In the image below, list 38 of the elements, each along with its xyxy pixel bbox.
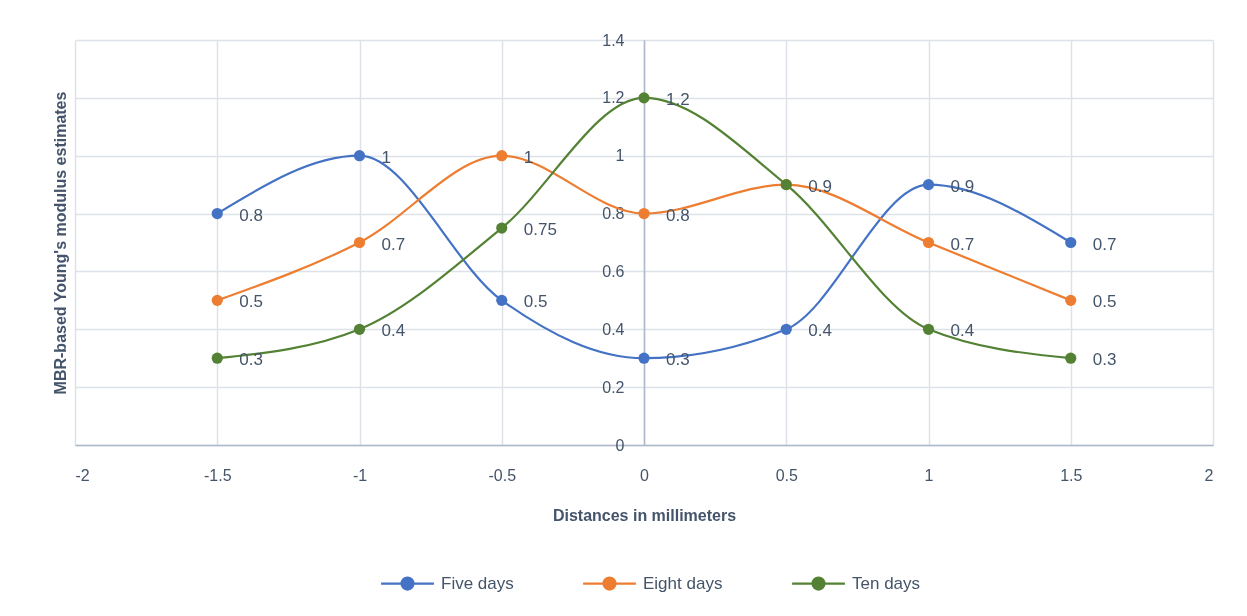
y-tick-label: 0.2 — [602, 378, 625, 396]
x-tick-label: 1 — [924, 466, 934, 484]
data-label: 0.5 — [523, 292, 548, 312]
y-tick-label: 0.6 — [602, 262, 625, 280]
data-label: 0.5 — [1092, 292, 1117, 312]
data-label: 0.3 — [1092, 350, 1117, 370]
legend-label: Five days — [441, 573, 514, 593]
x-tick-label: -1.5 — [203, 466, 232, 484]
data-label: 1 — [381, 147, 391, 167]
y-tick-label: 1.2 — [602, 89, 625, 107]
data-label: 0.8 — [239, 205, 263, 225]
y-axis-title: MBR-based Young's modulus estimates — [51, 91, 69, 395]
x-tick-label: -2 — [75, 466, 90, 484]
data-label: 0.5 — [239, 292, 263, 312]
x-tick-label: 1.5 — [1060, 466, 1083, 484]
data-label: 0.4 — [950, 321, 975, 341]
x-tick-label: 0 — [640, 466, 650, 484]
data-label: 0.4 — [381, 321, 406, 341]
x-tick-label: -0.5 — [488, 466, 517, 484]
x-tick-label: 2 — [1204, 466, 1214, 484]
data-label: 0.7 — [1092, 234, 1117, 254]
data-label: 1.2 — [666, 89, 690, 109]
y-tick-label: 1 — [615, 147, 625, 165]
data-label: 0.7 — [950, 234, 975, 254]
data-label: 0.7 — [381, 234, 406, 254]
y-tick-label: 0.8 — [602, 205, 625, 223]
data-label: 0.3 — [239, 350, 263, 370]
x-tick-label: 0.5 — [775, 466, 798, 484]
data-label: 0.8 — [666, 205, 690, 225]
y-tick-label: 0 — [615, 436, 625, 454]
y-tick-label: 1.4 — [602, 31, 625, 49]
legend-label: Ten days — [852, 573, 921, 593]
x-axis-title: Distances in millimeters — [552, 506, 737, 524]
data-label: 0.4 — [808, 321, 832, 341]
legend-label: Eight days — [643, 573, 723, 593]
y-tick-label: 0.4 — [602, 320, 625, 338]
x-tick-label: -1 — [352, 466, 368, 484]
data-label: 0.75 — [523, 220, 557, 240]
